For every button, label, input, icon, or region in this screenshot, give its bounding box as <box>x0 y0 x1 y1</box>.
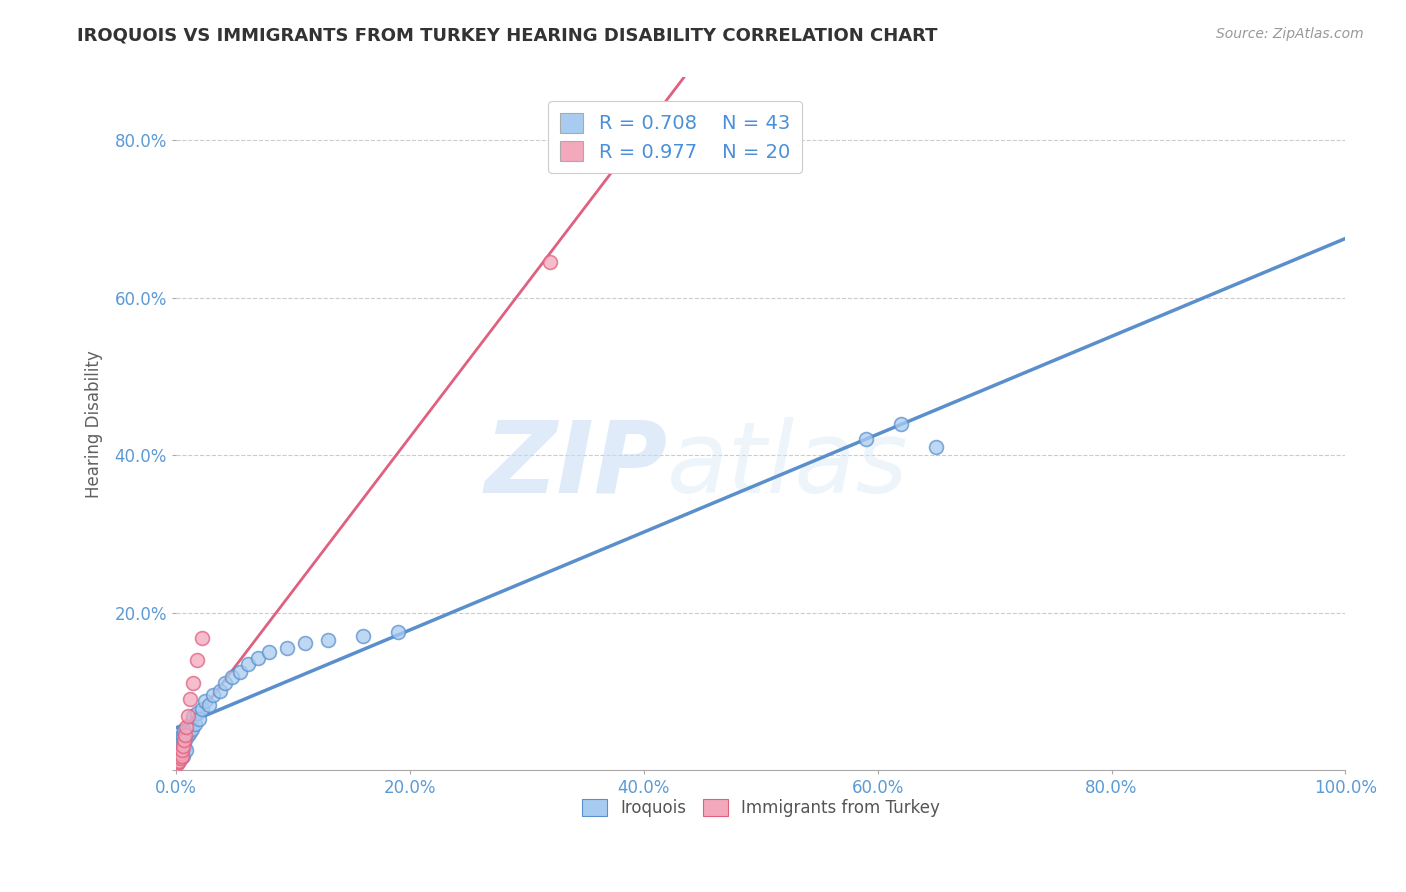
Point <box>294 635 316 649</box>
Point <box>194 694 217 708</box>
Point <box>179 725 201 739</box>
Point <box>167 735 190 749</box>
Point <box>169 733 191 747</box>
Text: Source: ZipAtlas.com: Source: ZipAtlas.com <box>1216 27 1364 41</box>
Point <box>173 733 195 747</box>
Point <box>172 739 194 754</box>
Point <box>183 676 205 690</box>
Point <box>166 756 188 771</box>
Point <box>176 720 198 734</box>
Legend: Iroquois, Immigrants from Turkey: Iroquois, Immigrants from Turkey <box>575 792 946 824</box>
Point <box>169 754 191 768</box>
Point <box>176 743 198 757</box>
Point <box>167 755 190 769</box>
Point <box>169 746 191 760</box>
Point <box>186 706 208 721</box>
Point <box>387 625 409 640</box>
Point <box>890 417 912 431</box>
Point <box>166 754 188 768</box>
Point <box>166 747 188 762</box>
Point <box>316 633 339 648</box>
Point <box>170 743 193 757</box>
Point <box>169 731 191 746</box>
Point <box>238 657 260 671</box>
Point <box>170 748 193 763</box>
Point <box>169 751 191 765</box>
Point <box>188 712 211 726</box>
Point <box>197 698 219 713</box>
Text: ZIP: ZIP <box>484 417 666 514</box>
Point <box>170 728 193 742</box>
Point <box>174 733 197 747</box>
Point <box>167 751 190 765</box>
Point <box>214 676 236 690</box>
Point <box>169 743 191 757</box>
Point <box>221 670 243 684</box>
Point <box>169 751 191 765</box>
Point <box>181 722 204 736</box>
Point <box>179 692 201 706</box>
Point <box>176 728 198 742</box>
Point <box>169 748 191 763</box>
Point <box>180 715 202 730</box>
Point <box>174 728 197 742</box>
Y-axis label: Hearing Disability: Hearing Disability <box>86 350 103 498</box>
Text: IROQUOIS VS IMMIGRANTS FROM TURKEY HEARING DISABILITY CORRELATION CHART: IROQUOIS VS IMMIGRANTS FROM TURKEY HEARI… <box>77 27 938 45</box>
Point <box>190 631 212 645</box>
Point <box>259 645 281 659</box>
Point <box>538 255 561 269</box>
Point <box>167 741 190 756</box>
Point <box>246 651 269 665</box>
Point <box>190 701 212 715</box>
Point <box>229 665 252 679</box>
Point <box>276 640 298 655</box>
Point <box>173 723 195 738</box>
Point <box>172 730 194 744</box>
Point <box>186 653 208 667</box>
Point <box>172 748 194 763</box>
Point <box>173 741 195 756</box>
Point <box>177 720 200 734</box>
Point <box>202 688 225 702</box>
Point <box>170 738 193 752</box>
Point <box>209 684 232 698</box>
Point <box>183 717 205 731</box>
Point <box>855 433 877 447</box>
Text: atlas: atlas <box>666 417 908 514</box>
Point <box>352 629 374 643</box>
Point <box>925 440 948 454</box>
Point <box>176 709 198 723</box>
Point <box>183 709 205 723</box>
